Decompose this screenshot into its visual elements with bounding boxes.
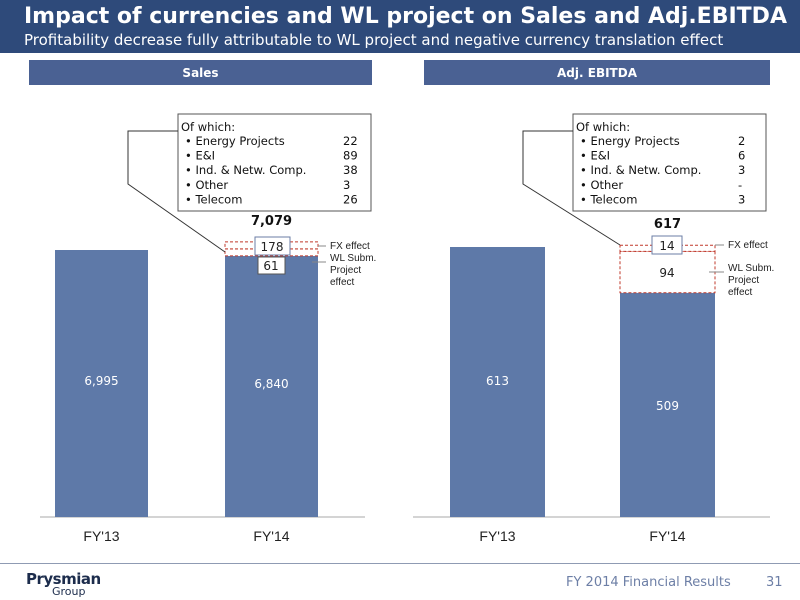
sales-bar-value-label: 6,840 <box>254 377 288 391</box>
ebitda-bar-value-label: 509 <box>656 399 679 413</box>
ebitda-category-label: FY'14 <box>649 528 685 544</box>
sales-callout-item-label: • Telecom <box>185 192 242 206</box>
ebitda-category-label: FY'13 <box>479 528 515 544</box>
ebitda-effect-segment-wl <box>619 250 716 294</box>
page-number: 31 <box>766 575 783 590</box>
sales-callout-box <box>177 113 372 212</box>
footer-doc-title: FY 2014 Financial Results <box>566 575 731 590</box>
sales-category-label: FY'13 <box>83 528 119 544</box>
ebitda-fx-note: FX effect <box>728 240 768 251</box>
ebitda-fx-label-box <box>651 235 683 255</box>
sales-callout-item-value: 22 <box>343 134 358 148</box>
ebitda-fx-value: 14 <box>659 239 674 253</box>
ebitda-callout-item-label: • Telecom <box>580 192 637 206</box>
ebitda-callout-item-value: 2 <box>738 134 745 148</box>
sales-wl-note-line: WL Subm. <box>330 253 376 264</box>
sales-bar-FY13 <box>55 250 148 517</box>
sales-wl-value: 61 <box>263 259 278 273</box>
sales-wl-note-line: Project <box>330 265 361 276</box>
sales-callout-item-label: • Other <box>185 178 228 192</box>
ebitda-callout-connector <box>522 130 621 246</box>
sales-total-label: 7,079 <box>251 214 292 229</box>
ebitda-callout-item-value: - <box>738 178 742 192</box>
prysmian-logo-sub: Group <box>52 585 86 598</box>
ebitda-callout-item-label: • Other <box>580 178 623 192</box>
ebitda-bar-value-label: 613 <box>486 374 509 388</box>
ebitda-callout-item-value: 3 <box>738 192 745 206</box>
ebitda-wl-note-line: Project <box>728 275 759 286</box>
sales-callout-item-label: • E&I <box>185 149 215 163</box>
slide-subtitle: Profitability decrease fully attributabl… <box>24 31 724 49</box>
ebitda-total-label: 617 <box>654 217 681 232</box>
ebitda-bar-FY13 <box>450 247 545 517</box>
ebitda-callout-title: Of which: <box>576 120 630 134</box>
sales-fx-note: FX effect <box>330 241 370 252</box>
sales-fx-label-box <box>254 236 291 256</box>
sales-callout-connector <box>127 130 226 253</box>
ebitda-callout-item-value: 6 <box>738 149 745 163</box>
sales-callout-item-value: 3 <box>343 178 350 192</box>
ebitda-callout-item-value: 3 <box>738 163 745 177</box>
sales-callout-title: Of which: <box>181 120 235 134</box>
sales-wl-label-box <box>257 256 286 275</box>
sales-wl-note-line: effect <box>330 277 354 288</box>
ebitda-panel-header: Adj. EBITDA <box>424 60 770 85</box>
sales-category-label: FY'14 <box>253 528 289 544</box>
footer-divider <box>0 563 800 564</box>
sales-callout-item-label: • Energy Projects <box>185 134 285 148</box>
sales-callout-item-value: 26 <box>343 192 358 206</box>
sales-callout-item-value: 38 <box>343 163 358 177</box>
sales-bar-value-label: 6,995 <box>84 374 118 388</box>
slide-header: Impact of currencies and WL project on S… <box>0 0 800 53</box>
ebitda-bar-FY14 <box>620 292 715 517</box>
slide-title: Impact of currencies and WL project on S… <box>24 4 787 29</box>
ebitda-wl-value: 94 <box>659 266 674 280</box>
prysmian-logo: Prysmian <box>26 570 101 588</box>
ebitda-callout-item-label: • Energy Projects <box>580 134 680 148</box>
ebitda-wl-note-line: WL Subm. <box>728 263 774 274</box>
sales-callout-item-value: 89 <box>343 149 358 163</box>
sales-panel-header: Sales <box>29 60 372 85</box>
sales-bar-FY14 <box>225 255 318 517</box>
sales-fx-value: 178 <box>261 240 284 254</box>
ebitda-callout-item-label: • E&I <box>580 149 610 163</box>
ebitda-callout-item-label: • Ind. & Netw. Comp. <box>580 163 701 177</box>
ebitda-wl-note-line: effect <box>728 287 752 298</box>
ebitda-callout-box <box>572 113 767 212</box>
sales-callout-item-label: • Ind. & Netw. Comp. <box>185 163 306 177</box>
